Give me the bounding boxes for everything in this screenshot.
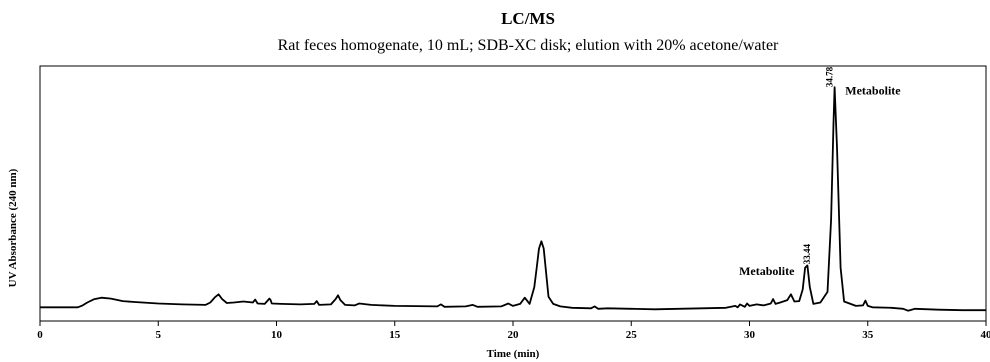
x-axis-label: Time (min) — [487, 348, 540, 360]
peak-retention-label: 34.78 — [824, 66, 834, 87]
x-tick-label: 35 — [862, 329, 874, 341]
x-tick-label: 40 — [981, 329, 990, 341]
chart-subtitle: Rat feces homogenate, 10 mL; SDB-XC disk… — [278, 37, 779, 54]
peak-annotations: Metabolite Metabolite 34.78 33.44 — [739, 66, 901, 278]
x-tick-label: 25 — [626, 329, 638, 341]
x-axis: 0 5 10 15 20 25 30 35 40 — [37, 321, 990, 341]
x-tick-label: 5 — [156, 329, 162, 341]
metabolite-annotation: Metabolite — [845, 83, 901, 97]
metabolite-annotation: Metabolite — [739, 264, 795, 278]
x-tick-label: 0 — [37, 329, 43, 341]
x-tick-label: 30 — [744, 329, 756, 341]
x-tick-label: 20 — [508, 329, 520, 341]
y-axis-label: UV Absorbance (240 nm) — [7, 168, 19, 287]
chart-title: LC/MS — [501, 9, 555, 28]
plot-frame — [39, 65, 987, 322]
peak-retention-label: 33.44 — [802, 243, 812, 264]
chromatogram-trace — [40, 86, 986, 312]
x-tick-label: 15 — [389, 329, 401, 341]
x-tick-label: 10 — [271, 329, 283, 341]
